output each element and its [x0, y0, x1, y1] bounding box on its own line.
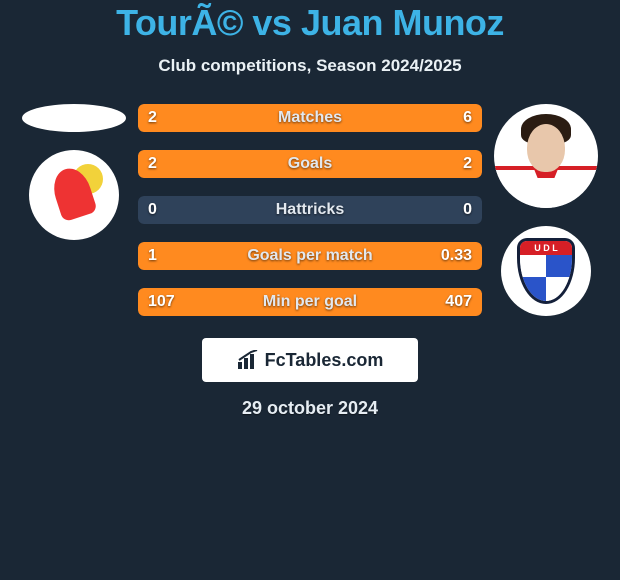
chart-icon [237, 350, 259, 370]
stat-bars: 2Matches62Goals20Hattricks01Goals per ma… [138, 104, 482, 316]
player1-column [18, 104, 130, 240]
stat-value-left: 2 [138, 109, 198, 127]
stat-label: Hattricks [198, 201, 422, 219]
club2-badge: U D L [501, 226, 591, 316]
subtitle: Club competitions, Season 2024/2025 [0, 56, 620, 76]
stat-label: Min per goal [198, 293, 422, 311]
stat-row: 0Hattricks0 [138, 196, 482, 224]
player2-column: U D L [490, 104, 602, 316]
branding-badge: FcTables.com [202, 338, 418, 382]
player2-avatar [494, 104, 598, 208]
stat-value-right: 407 [422, 293, 482, 311]
club2-initials: U D L [520, 241, 572, 255]
stat-value-right: 0 [422, 201, 482, 219]
stat-label: Goals per match [198, 247, 422, 265]
date-label: 29 october 2024 [0, 398, 620, 419]
stat-value-right: 6 [422, 109, 482, 127]
stat-value-left: 107 [138, 293, 198, 311]
stat-row: 1Goals per match0.33 [138, 242, 482, 270]
stat-label: Goals [198, 155, 422, 173]
club1-badge [29, 150, 119, 240]
stat-value-left: 0 [138, 201, 198, 219]
comparison-panel: 2Matches62Goals20Hattricks01Goals per ma… [0, 104, 620, 316]
branding-label: FcTables.com [265, 350, 384, 371]
stat-row: 2Matches6 [138, 104, 482, 132]
stat-value-right: 2 [422, 155, 482, 173]
stat-label: Matches [198, 109, 422, 127]
stat-row: 2Goals2 [138, 150, 482, 178]
stat-value-left: 2 [138, 155, 198, 173]
page-title: TourÃ© vs Juan Munoz [0, 2, 620, 44]
player1-avatar [22, 104, 126, 132]
stat-value-left: 1 [138, 247, 198, 265]
stat-row: 107Min per goal407 [138, 288, 482, 316]
stat-value-right: 0.33 [422, 247, 482, 265]
